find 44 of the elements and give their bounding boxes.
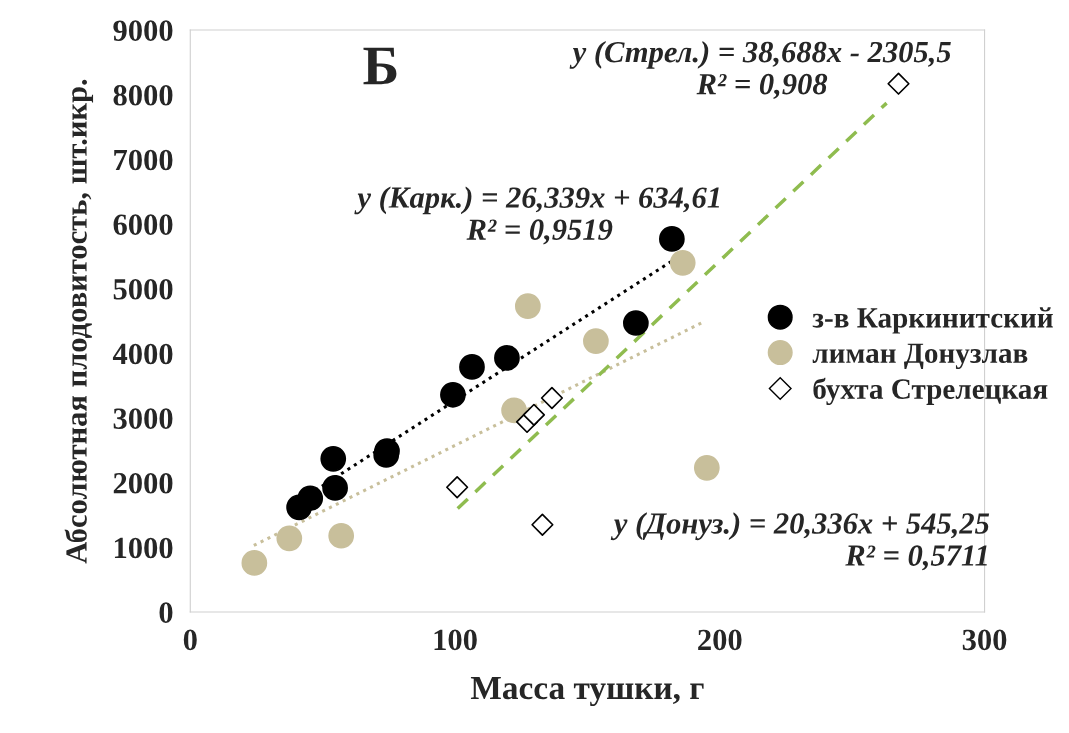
point bbox=[501, 397, 527, 424]
y-tick-label: 7000 bbox=[114, 149, 173, 171]
legend-label: з-в Каркинитский bbox=[812, 307, 1053, 334]
y-tick-label: 9000 bbox=[113, 20, 173, 41]
point bbox=[446, 476, 469, 499]
x-axis-title: Масса тушки, г bbox=[470, 677, 704, 707]
x-tick-label: 200 bbox=[698, 629, 742, 651]
y-tick-label: 8000 bbox=[113, 85, 173, 106]
annotation: y (Донуз.) = 20,336x + 545,25 R² = 0,5711 bbox=[610, 512, 990, 571]
point bbox=[659, 226, 685, 252]
y-tick-label: 3000 bbox=[113, 408, 173, 429]
y-tick-label: 6000 bbox=[113, 214, 173, 235]
point bbox=[276, 525, 303, 552]
point bbox=[241, 550, 268, 576]
point bbox=[623, 310, 649, 336]
y-axis-title: Абсолютная плодовитость, шт.икр. bbox=[64, 79, 94, 564]
x-tick-label: 300 bbox=[962, 629, 1007, 651]
legend-label: лиман Донузлав bbox=[812, 343, 1028, 370]
point bbox=[328, 522, 355, 549]
y-tick-label: 4000 bbox=[112, 343, 173, 365]
annotation: Б bbox=[363, 47, 397, 85]
y-tick-label: 2000 bbox=[113, 473, 173, 494]
point bbox=[540, 386, 564, 410]
point bbox=[440, 381, 466, 408]
point bbox=[522, 403, 546, 426]
point bbox=[494, 345, 520, 371]
point bbox=[322, 475, 348, 501]
y-tick-label: 1000 bbox=[114, 537, 173, 559]
legend-label: бухта Стрелецкая bbox=[813, 377, 1048, 405]
point bbox=[320, 445, 347, 472]
point bbox=[887, 72, 910, 95]
point bbox=[459, 354, 485, 380]
annotation: y (Стрел.) = 38,688x - 2305,5 R² = 0,908 bbox=[569, 40, 951, 99]
annotation: y (Карк.) = 26,339x + 634,61 R² = 0,9519 bbox=[354, 186, 719, 245]
x-tick-label: 100 bbox=[434, 629, 477, 651]
point bbox=[531, 513, 554, 536]
point bbox=[297, 485, 324, 512]
point bbox=[693, 454, 720, 481]
x-tick-label: 0 bbox=[183, 629, 197, 651]
y-tick-label: 5000 bbox=[113, 279, 173, 300]
point bbox=[669, 249, 696, 276]
y-tick-label: 0 bbox=[159, 602, 173, 623]
point bbox=[514, 293, 541, 320]
point bbox=[583, 328, 609, 354]
